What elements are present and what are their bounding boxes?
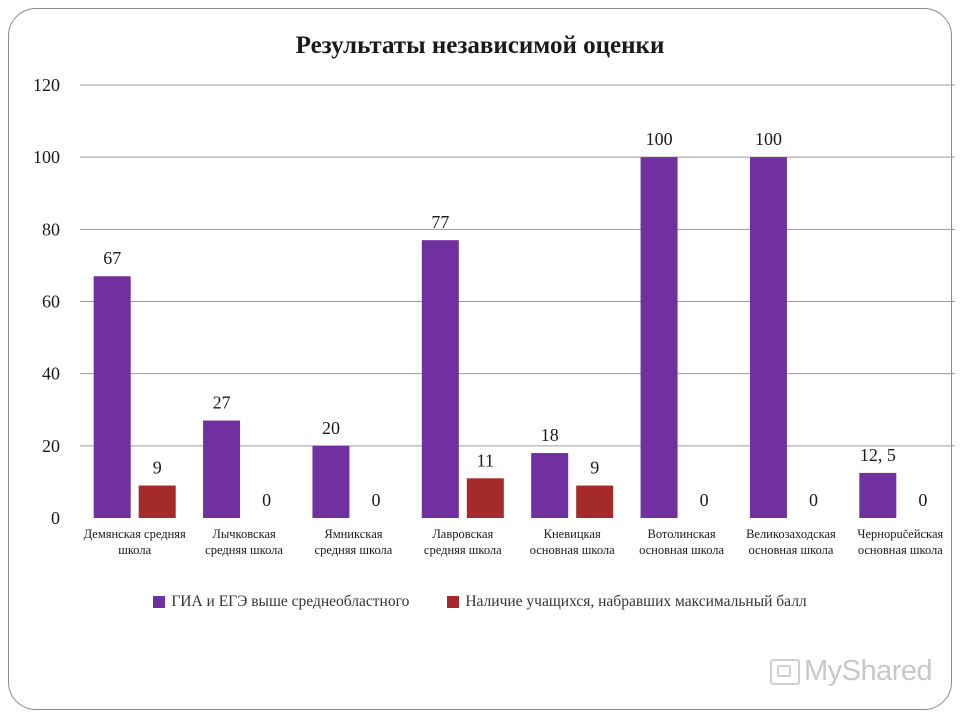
- x-tick-label: Ямникская: [324, 527, 382, 541]
- x-tick-label: школа: [118, 543, 151, 557]
- y-tick-label: 120: [33, 75, 60, 95]
- legend-item-series-1: ГИА и ЕГЭ выше среднеобластного: [153, 593, 409, 611]
- chart-legend: ГИА и ЕГЭ выше среднеобластного Наличие …: [0, 593, 960, 611]
- chart-title: Результаты независимой оценки: [295, 32, 665, 59]
- data-label-series-1: 100: [646, 129, 673, 149]
- watermark-text: MyShared: [804, 655, 933, 687]
- data-label-series-2: 0: [371, 490, 380, 510]
- legend-swatch-series-2: [447, 596, 460, 608]
- x-tick-label: Великозаходская: [746, 527, 836, 541]
- x-tick-label: Чернорučейская: [857, 527, 943, 541]
- data-label-series-1: 27: [213, 393, 231, 413]
- x-tick-label: основная школа: [530, 543, 615, 557]
- x-tick-label: средняя школа: [315, 543, 393, 557]
- data-label-series-2: 0: [809, 490, 818, 510]
- presentation-icon: [770, 658, 800, 685]
- x-tick-label: Вотолинская: [647, 527, 715, 541]
- data-label-series-2: 0: [700, 490, 709, 510]
- bar-series-1: [640, 157, 678, 518]
- data-label-series-2: 11: [477, 450, 494, 470]
- bar-series-1: [421, 240, 459, 519]
- legend-label-series-2: Наличие учащихся, набравших максимальный…: [465, 593, 807, 610]
- bar-series-1: [93, 276, 131, 518]
- slide-frame: [8, 8, 952, 710]
- data-label-series-2: 9: [590, 458, 599, 478]
- data-label-series-2: 0: [918, 490, 927, 510]
- legend-swatch-series-1: [153, 596, 166, 608]
- watermark: MyShared: [770, 655, 933, 688]
- bar-series-1: [203, 420, 241, 518]
- bar-series-2: [576, 485, 614, 518]
- x-tick-label: Демянская средняя: [84, 527, 186, 541]
- data-label-series-1: 67: [103, 248, 121, 268]
- y-tick-label: 20: [42, 436, 60, 456]
- y-tick-label: 40: [42, 364, 60, 384]
- y-tick-label: 0: [51, 508, 60, 528]
- x-tick-label: Лычковская: [212, 527, 276, 541]
- y-tick-label: 60: [42, 292, 60, 312]
- y-tick-label: 80: [42, 219, 60, 239]
- x-tick-label: основная школа: [858, 543, 943, 557]
- x-tick-label: Лавровская: [432, 527, 493, 541]
- data-label-series-1: 18: [541, 425, 559, 445]
- x-tick-label: средняя школа: [205, 543, 283, 557]
- x-tick-label: основная школа: [639, 543, 724, 557]
- x-tick-label: основная школа: [748, 543, 833, 557]
- data-label-series-1: 100: [755, 129, 782, 149]
- y-tick-label: 100: [33, 147, 60, 167]
- bar-series-2: [466, 478, 504, 518]
- data-label-series-1: 20: [322, 418, 340, 438]
- bar-series-1: [859, 472, 897, 518]
- x-tick-label: Кневицкая: [544, 527, 601, 541]
- x-tick-label: средняя школа: [424, 543, 502, 557]
- bar-series-2: [138, 485, 176, 518]
- legend-item-series-2: Наличие учащихся, набравших максимальный…: [447, 593, 807, 611]
- data-label-series-1: 12, 5: [860, 445, 896, 465]
- data-label-series-1: 77: [431, 212, 449, 232]
- bar-series-1: [312, 445, 350, 518]
- bar-series-1: [531, 453, 569, 518]
- bar-series-1: [749, 157, 787, 518]
- data-label-series-2: 9: [153, 458, 162, 478]
- data-label-series-2: 0: [262, 490, 271, 510]
- legend-label-series-1: ГИА и ЕГЭ выше среднеобластного: [171, 593, 410, 610]
